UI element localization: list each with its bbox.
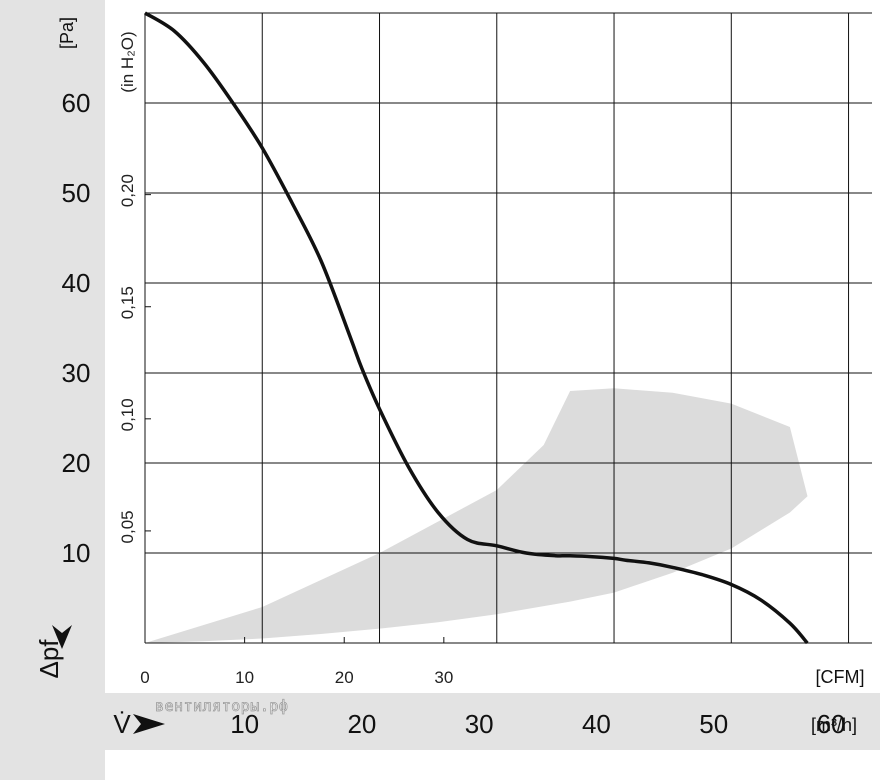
x-tick-cfm-label: 20 <box>335 668 354 687</box>
x-tick-cfm-label: 10 <box>235 668 254 687</box>
x-ticks-cfm: 0 10 20 30 <box>140 637 453 687</box>
x-tick-m3h-label: 60 <box>816 709 845 739</box>
x-tick-m3h-label: 20 <box>347 709 376 739</box>
x-unit-cfm: [CFM] <box>816 667 865 687</box>
pressure-curve <box>144 11 809 645</box>
y-unit-inh2o: (in H₂O) <box>118 31 137 92</box>
x-tick-m3h-label: 50 <box>699 709 728 739</box>
y-tick-pa-label: 20 <box>62 448 91 478</box>
watermark: вентиляторы.рф <box>155 697 288 715</box>
y-unit-pa: [Pa] <box>57 17 77 49</box>
y-tick-pa-label: 10 <box>62 538 91 568</box>
operating-region <box>145 388 808 643</box>
x-axis-arrow-icon <box>133 714 165 734</box>
y-tick-pa-label: 50 <box>62 178 91 208</box>
y-tick-inh2o-label: 0,10 <box>118 398 137 431</box>
y-axis-arrow-icon <box>52 625 72 649</box>
y-tick-inh2o-label: 0,05 <box>118 510 137 543</box>
grid-lines <box>144 12 872 644</box>
y-tick-pa-label: 40 <box>62 268 91 298</box>
x-tick-m3h-label: 10 <box>230 709 259 739</box>
x-tick-m3h-label: 40 <box>582 709 611 739</box>
x-ticks-m3h: 10 20 30 40 50 60 <box>230 709 845 739</box>
y-tick-pa-label: 60 <box>62 88 91 118</box>
left-gray-band <box>0 0 105 780</box>
y-tick-inh2o-label: 0,20 <box>118 174 137 207</box>
x-tick-cfm-label: 30 <box>434 668 453 687</box>
x-tick-cfm-label: 0 <box>140 668 149 687</box>
y-tick-pa-label: 30 <box>62 358 91 388</box>
y-ticks-inh2o: 0,05 0,10 0,15 0,20 <box>118 174 151 543</box>
x-unit-m3h: [m³/h] <box>811 715 857 735</box>
x-tick-m3h-label: 30 <box>465 709 494 739</box>
y-ticks-pa: 10 20 30 40 50 60 <box>62 88 91 568</box>
y-tick-inh2o-label: 0,15 <box>118 286 137 319</box>
bottom-gray-band <box>0 693 880 750</box>
x-axis-label: V̇ <box>113 709 131 739</box>
y-axis-label: Δpf <box>34 639 64 679</box>
plot-area <box>144 11 872 645</box>
